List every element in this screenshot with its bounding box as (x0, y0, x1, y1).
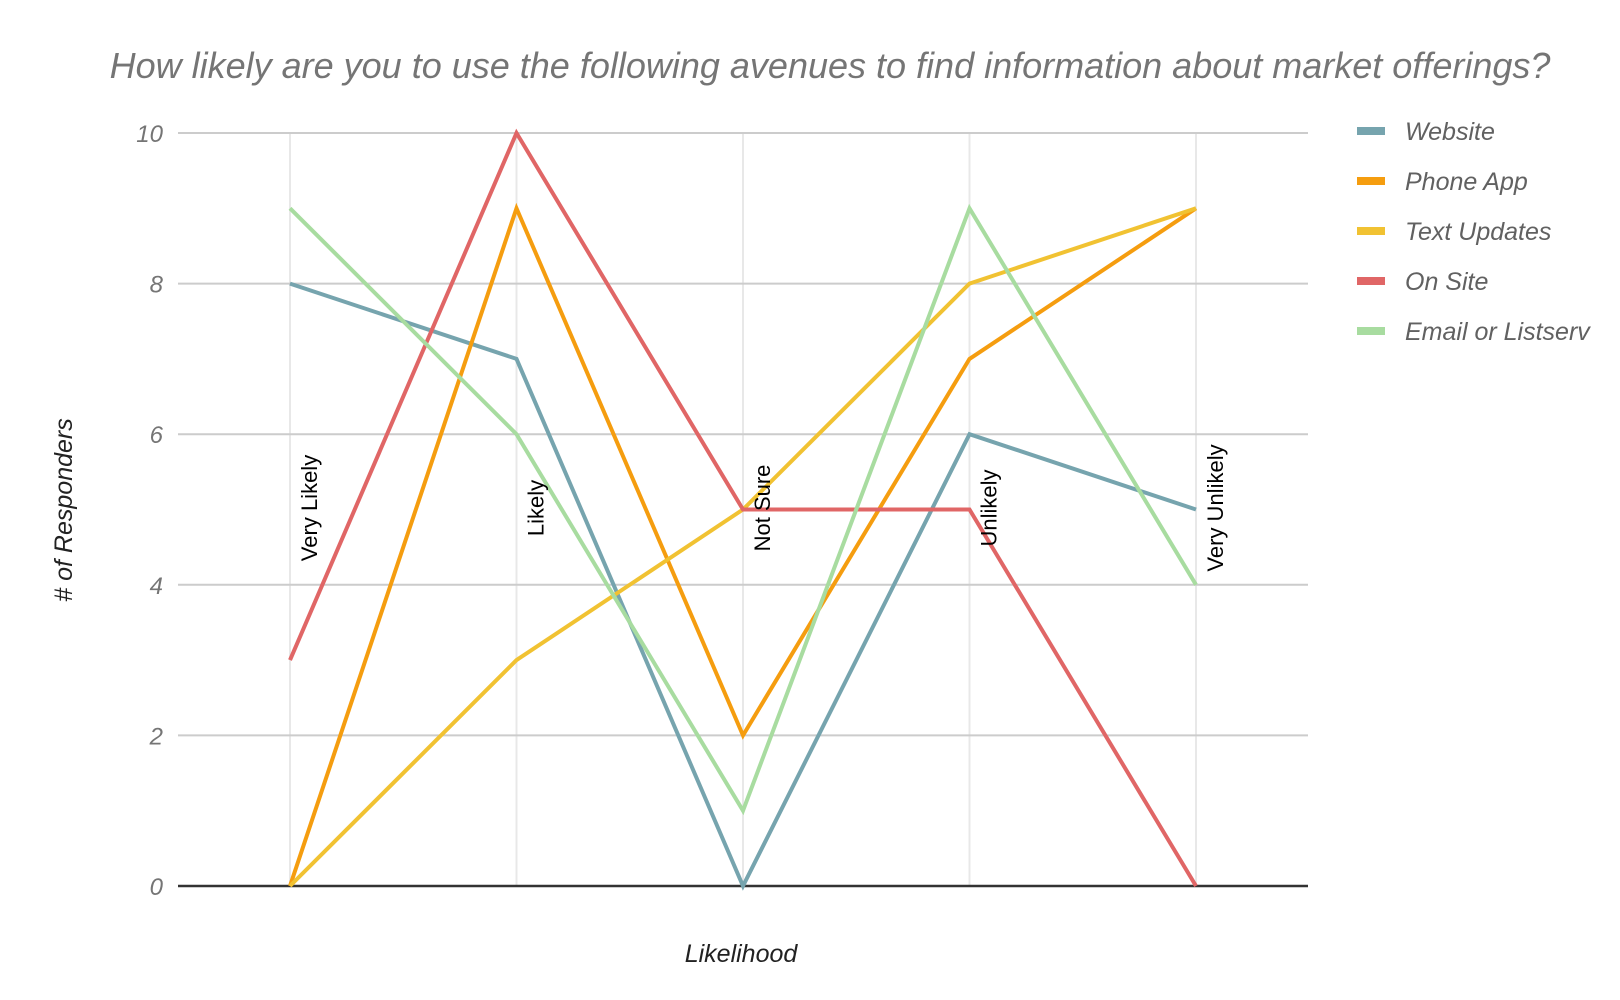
legend: Website Phone App Text Updates On Site Email… (1357, 118, 1591, 346)
legend-label: Website (1405, 118, 1495, 146)
y-tick-label: 0 (150, 874, 164, 901)
legend-swatch (1357, 327, 1385, 335)
legend-swatch (1357, 227, 1385, 235)
chart-title: How likely are you to use the following … (110, 45, 1551, 86)
legend-swatch (1357, 277, 1385, 285)
legend-label: Text Updates (1405, 218, 1551, 246)
y-tick-label: 4 (150, 573, 163, 600)
y-axis-ticks: 0 2 4 6 8 10 (136, 121, 163, 901)
category-label: Unlikely (977, 469, 1002, 546)
y-tick-label: 10 (136, 121, 163, 148)
series-line-4 (288, 203, 1198, 816)
y-axis-title: # of Responders (50, 418, 78, 601)
category-label: Very Unlikely (1203, 444, 1228, 571)
legend-label: Email or Listserv (1405, 318, 1591, 346)
category-label: Very Likely (297, 455, 322, 561)
series-line-1 (288, 202, 1198, 887)
legend-swatch (1357, 177, 1385, 185)
y-tick-label: 6 (150, 422, 164, 449)
series-lines (288, 128, 1198, 891)
x-axis-title: Likelihood (685, 940, 799, 968)
legend-label: Phone App (1405, 168, 1528, 196)
series-line-0 (289, 281, 1197, 891)
y-tick-label: 8 (150, 272, 164, 299)
category-labels: Very Likely Likely Not Sure Unlikely Very Un… (297, 444, 1228, 571)
y-tick-label: 2 (149, 723, 163, 750)
category-label: Likely (524, 480, 549, 536)
legend-swatch (1357, 127, 1385, 135)
series-line-3 (288, 128, 1198, 888)
legend-label: On Site (1405, 268, 1488, 296)
category-label: Not Sure (750, 465, 775, 552)
